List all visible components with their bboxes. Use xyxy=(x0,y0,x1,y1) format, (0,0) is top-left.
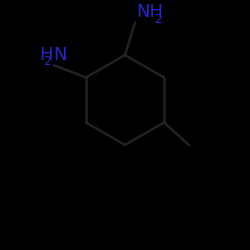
Text: N: N xyxy=(53,46,66,64)
Text: 2: 2 xyxy=(43,55,51,68)
Text: H: H xyxy=(39,46,52,64)
Text: 2: 2 xyxy=(154,13,162,26)
Text: NH: NH xyxy=(136,3,163,21)
